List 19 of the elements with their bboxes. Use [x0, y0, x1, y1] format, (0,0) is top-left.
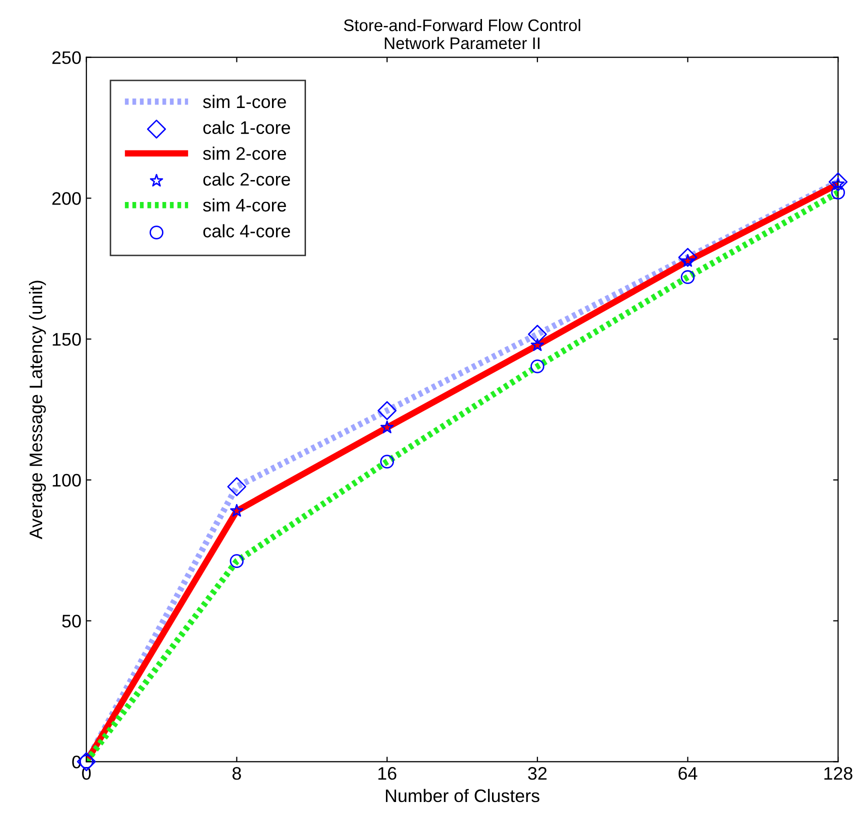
- y-tick-label: 200: [52, 192, 81, 205]
- x-tick-label: 32: [528, 767, 547, 780]
- legend-label: calc 4-core: [203, 224, 290, 238]
- y-tick-label: 100: [52, 474, 81, 487]
- legend-label: sim 4-core: [203, 198, 286, 212]
- x-tick-label: 8: [232, 767, 241, 780]
- y-tick-label: 150: [52, 333, 81, 346]
- y-axis-title: Average Message Latency (unit): [29, 280, 46, 540]
- x-tick-label: 128: [824, 767, 852, 780]
- legend-label: sim 1-core: [203, 94, 286, 108]
- x-tick-label: 64: [678, 767, 698, 780]
- legend-label: calc 1-core: [203, 120, 290, 134]
- x-tick-label: 16: [378, 767, 396, 780]
- y-tick-label: 50: [62, 614, 81, 628]
- legend-label: calc 2-core: [203, 172, 290, 186]
- y-tick-label: 250: [52, 51, 81, 64]
- legend-label: sim 2-core: [203, 146, 286, 160]
- chart-title: Store-and-Forward Flow Control Network Parameter II: [344, 18, 580, 50]
- x-axis-title: Number of Clusters: [386, 788, 540, 802]
